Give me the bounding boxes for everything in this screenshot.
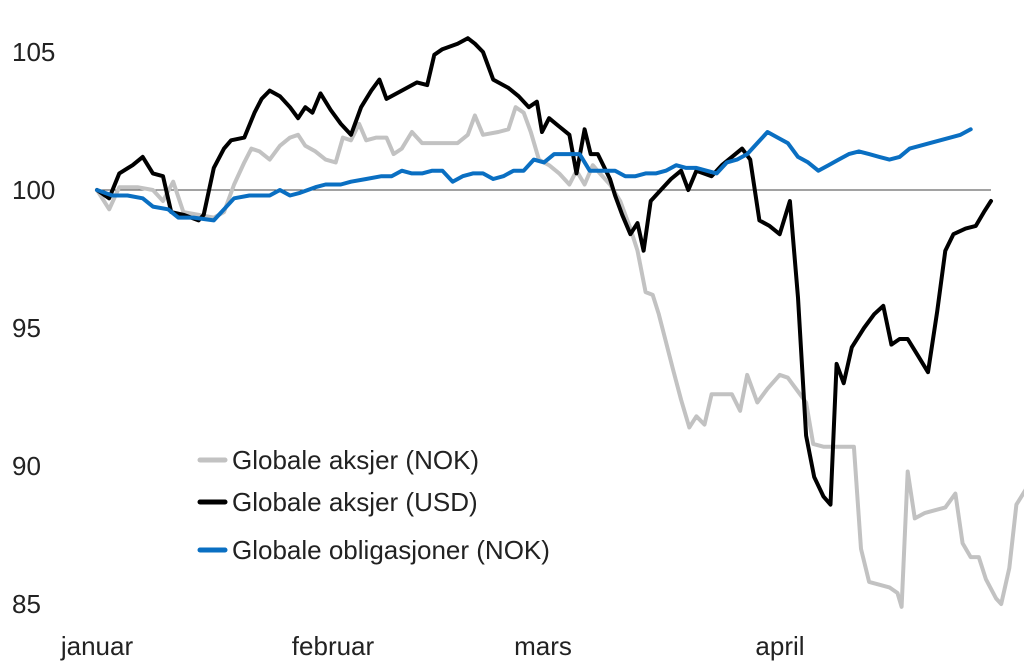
x-tick-label: april — [755, 631, 804, 661]
x-tick-label: februar — [292, 631, 375, 661]
y-tick-label: 85 — [12, 589, 41, 619]
y-tick-label: 100 — [12, 175, 55, 205]
y-tick-label: 105 — [12, 37, 55, 67]
x-tick-label: januar — [60, 631, 134, 661]
y-tick-label: 90 — [12, 451, 41, 481]
series-line-3 — [95, 127, 973, 223]
series-line-2 — [95, 36, 993, 507]
legend-label: Globale obligasjoner (NOK) — [232, 535, 550, 565]
y-tick-label: 95 — [12, 313, 41, 343]
series-line-1 — [95, 105, 1024, 609]
legend-label: Globale aksjer (USD) — [232, 487, 478, 517]
x-tick-label: mars — [514, 631, 572, 661]
legend-label: Globale aksjer (NOK) — [232, 445, 479, 475]
